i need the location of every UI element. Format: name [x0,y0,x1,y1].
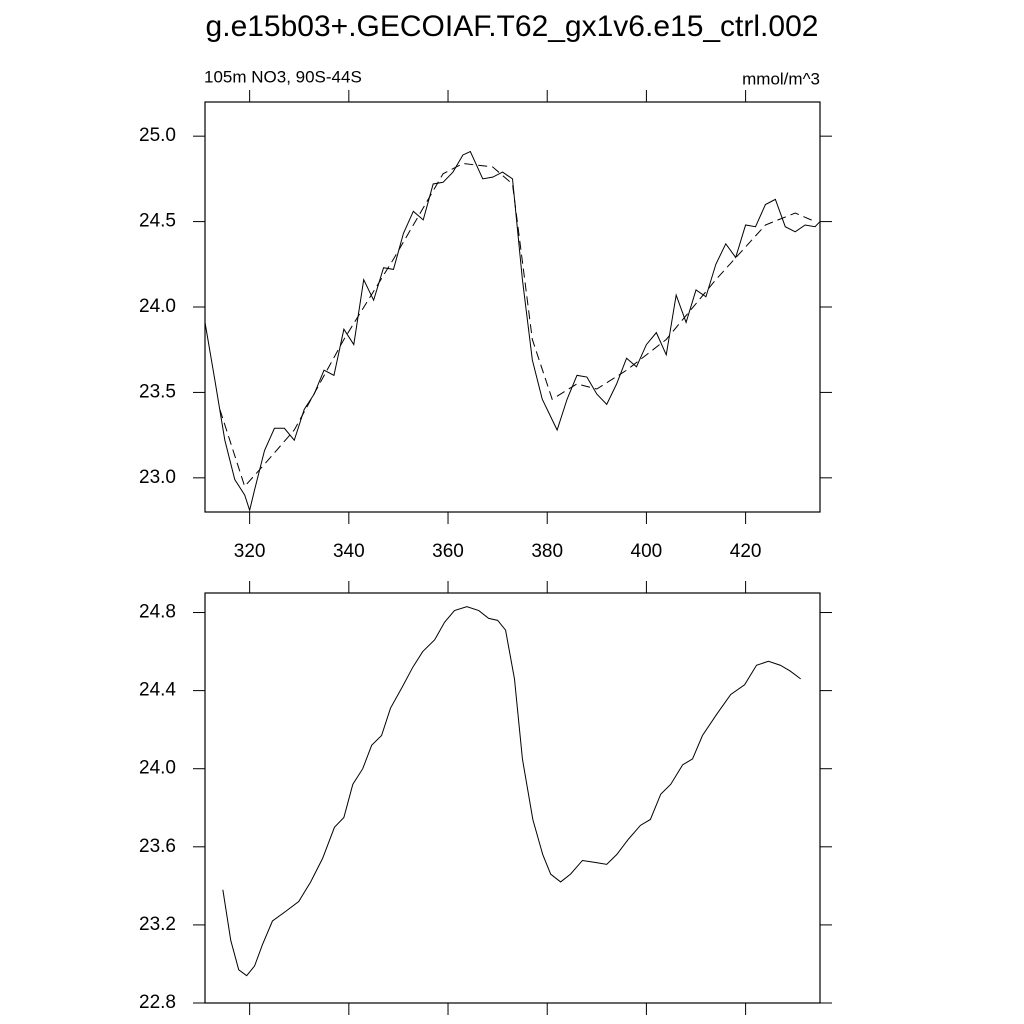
chart-title: g.e15b03+.GECOIAF.T62_gx1v6.e15_ctrl.002 [206,10,819,43]
data-line [219,162,816,488]
y-tick-label: 24.8 [139,602,176,623]
data-line [222,606,801,977]
plot-frame [204,592,821,1004]
y-tick-label: 24.4 [139,680,176,701]
x-tick-label: 400 [631,541,663,562]
y-tick-label: 24.5 [139,211,176,232]
x-tick-label: 380 [531,541,563,562]
y-tick-label: 22.8 [139,992,176,1013]
y-tick-label: 23.0 [139,467,176,488]
x-tick-label: 340 [333,541,365,562]
subtitle: 105m NO3, 90S-44S [204,67,362,86]
y-tick-label: 23.6 [139,836,176,857]
units-label: mmol/m^3 [742,69,820,88]
x-tick-label: 420 [730,541,762,562]
y-tick-label: 23.5 [139,381,176,402]
y-tick-label: 24.0 [139,758,176,779]
data-line [204,150,821,513]
x-tick-label: 320 [234,541,266,562]
y-tick-label: 25.0 [139,125,176,146]
plot-frame [204,101,821,513]
y-tick-label: 23.2 [139,914,176,935]
x-tick-label: 360 [432,541,464,562]
y-tick-label: 24.0 [139,296,176,317]
